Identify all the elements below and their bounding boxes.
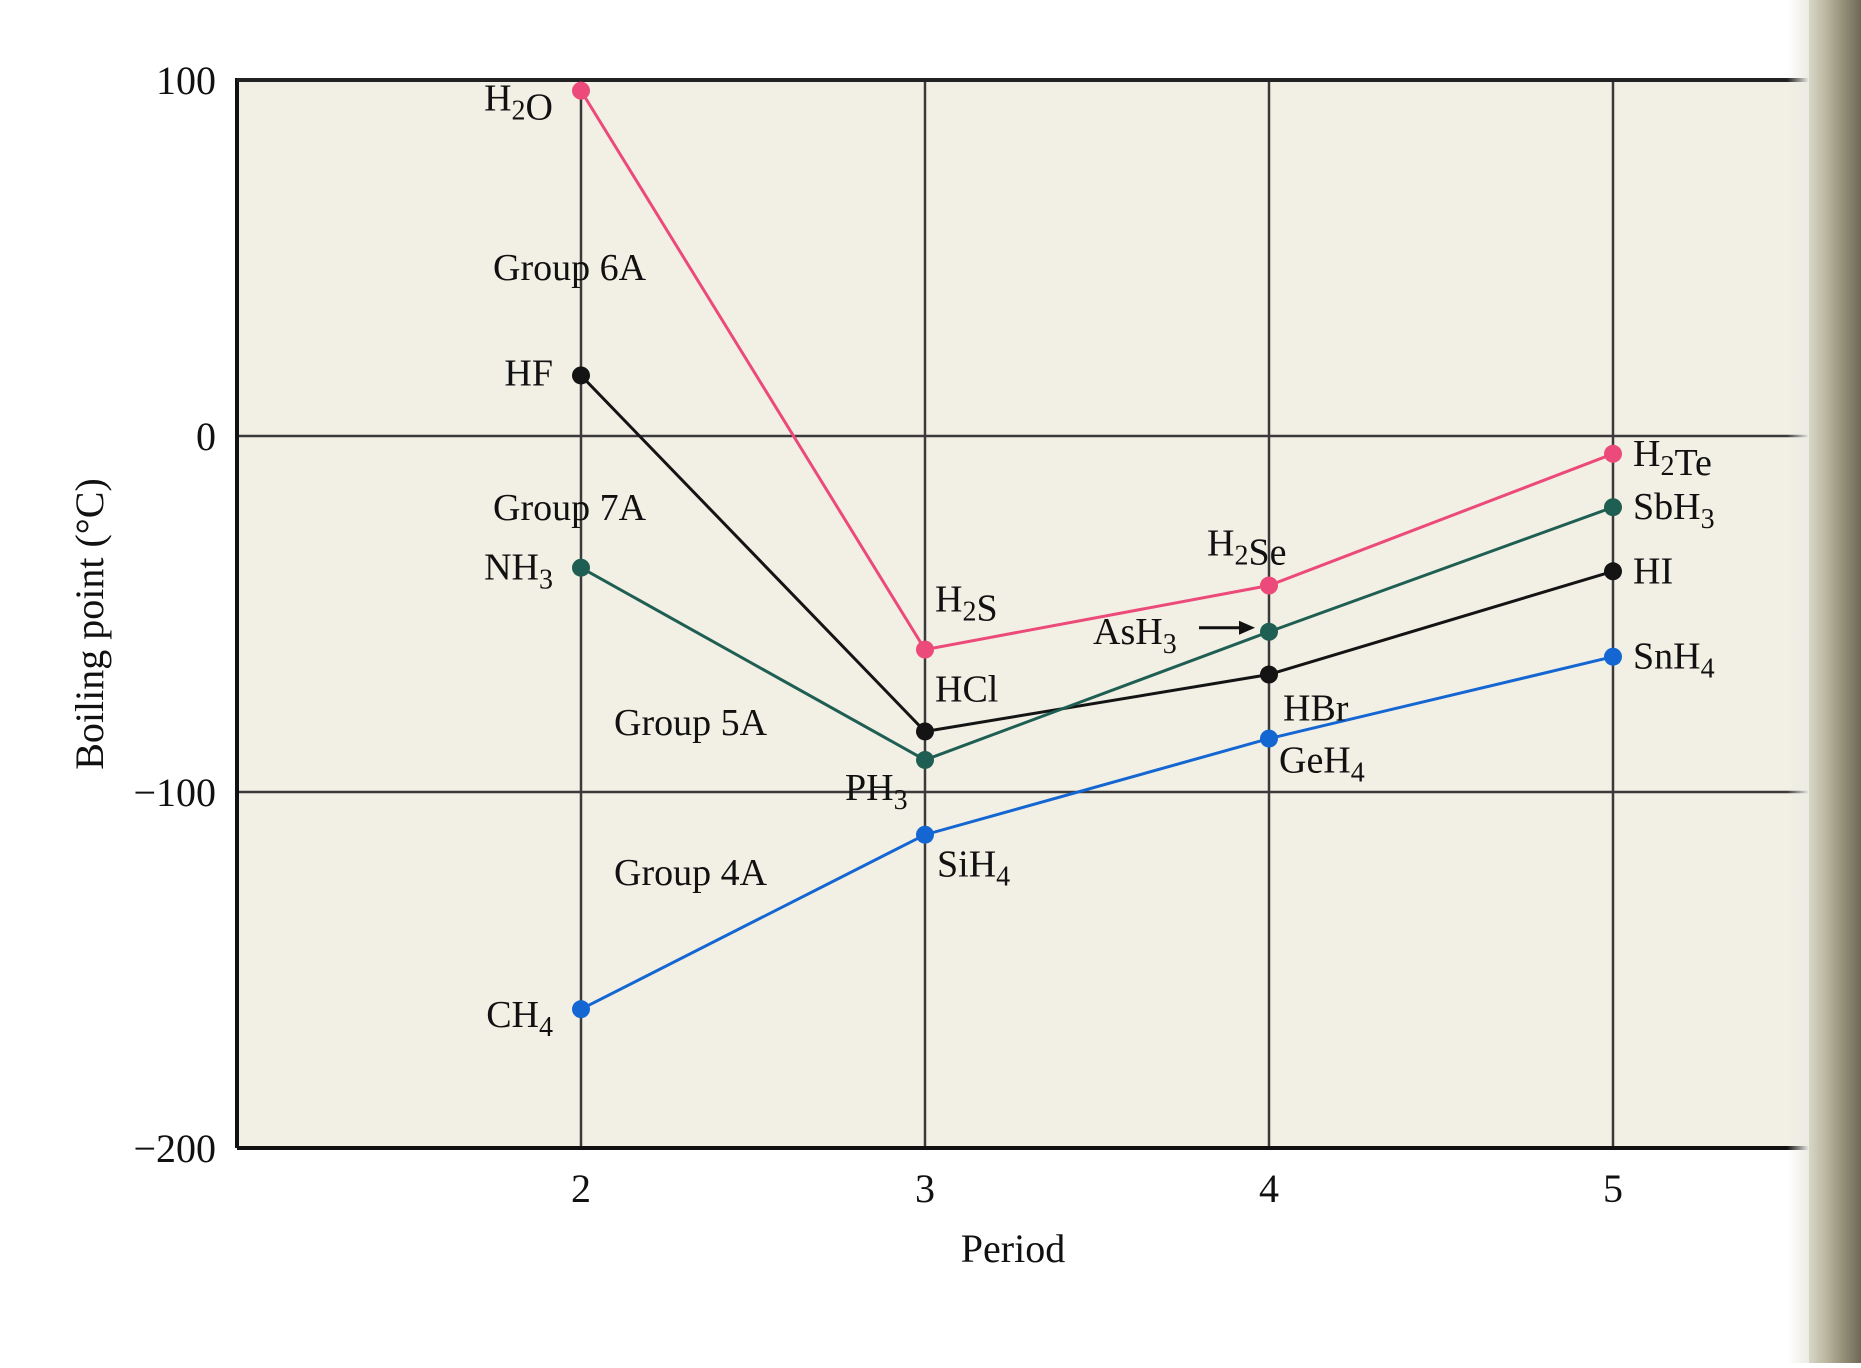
compound-label: SnH4	[1633, 636, 1715, 685]
y-axis-label: Boiling point (°C)	[67, 478, 112, 770]
group-label: Group 6A	[493, 247, 647, 289]
compound-label: H2O	[484, 78, 553, 129]
data-point	[1604, 647, 1622, 666]
data-point	[1260, 729, 1278, 748]
y-tick-label: 100	[156, 58, 216, 103]
compound-label: HF	[504, 352, 553, 394]
series-line	[579, 374, 1614, 734]
compound-label: HBr	[1283, 688, 1349, 730]
compound-label: H2S	[935, 579, 998, 630]
compound-label: H2Te	[1633, 433, 1712, 484]
data-point	[1260, 665, 1278, 684]
group-label: Group 4A	[614, 852, 768, 894]
data-point	[916, 750, 934, 769]
data-point	[1604, 562, 1622, 581]
data-point	[572, 366, 590, 385]
x-tick-label: 4	[1259, 1166, 1279, 1211]
tick-labels: 100 0 −100 −200 2 3 4 5	[133, 58, 1623, 1211]
compound-label: NH3	[484, 547, 553, 596]
compound-label: GeH4	[1279, 740, 1365, 789]
compound-label: CH4	[486, 994, 553, 1043]
data-point	[1604, 498, 1622, 517]
x-tick-label: 2	[571, 1166, 591, 1211]
book-page-edge	[1809, 0, 1861, 1363]
compound-label: SiH4	[937, 844, 1010, 893]
data-point	[572, 1000, 590, 1019]
axes	[235, 78, 1861, 1150]
series-lines	[572, 81, 1622, 1019]
compound-label: H2Se	[1207, 523, 1286, 574]
data-point	[916, 825, 934, 844]
data-point	[572, 81, 590, 100]
y-tick-label: 0	[196, 414, 216, 459]
compound-label: PH3	[845, 767, 908, 816]
series-line	[579, 89, 1614, 652]
data-point	[1260, 622, 1278, 641]
compound-label: HCl	[935, 668, 998, 710]
compound-labels: H2O H2S H2Se H2Te HF HCl HBr HI NH3 PH3 AsH3 SbH3 CH…	[484, 78, 1714, 1043]
ash3-arrow-head	[1239, 620, 1255, 635]
page-edge-highlight	[1787, 0, 1809, 1363]
x-axis-label: Period	[961, 1226, 1065, 1271]
data-point	[1260, 576, 1278, 595]
y-tick-label: −100	[133, 770, 216, 815]
plot-area	[237, 80, 1861, 1148]
data-point	[916, 640, 934, 659]
x-tick-label: 5	[1603, 1166, 1623, 1211]
y-tick-label: −200	[133, 1126, 216, 1171]
compound-label: SbH3	[1633, 486, 1715, 535]
compound-label: AsH3	[1093, 611, 1177, 660]
group-label: Group 7A	[493, 487, 647, 529]
group-label: Group 5A	[614, 702, 768, 744]
data-point	[1604, 444, 1622, 463]
compound-label: HI	[1633, 550, 1673, 592]
series-line	[580, 505, 1614, 762]
group-labels: Group 6A Group 7A Group 5A Group 4A	[493, 247, 768, 894]
x-tick-label: 3	[915, 1166, 935, 1211]
data-point	[916, 722, 934, 741]
series-line	[580, 655, 1614, 1011]
data-point	[572, 558, 590, 577]
